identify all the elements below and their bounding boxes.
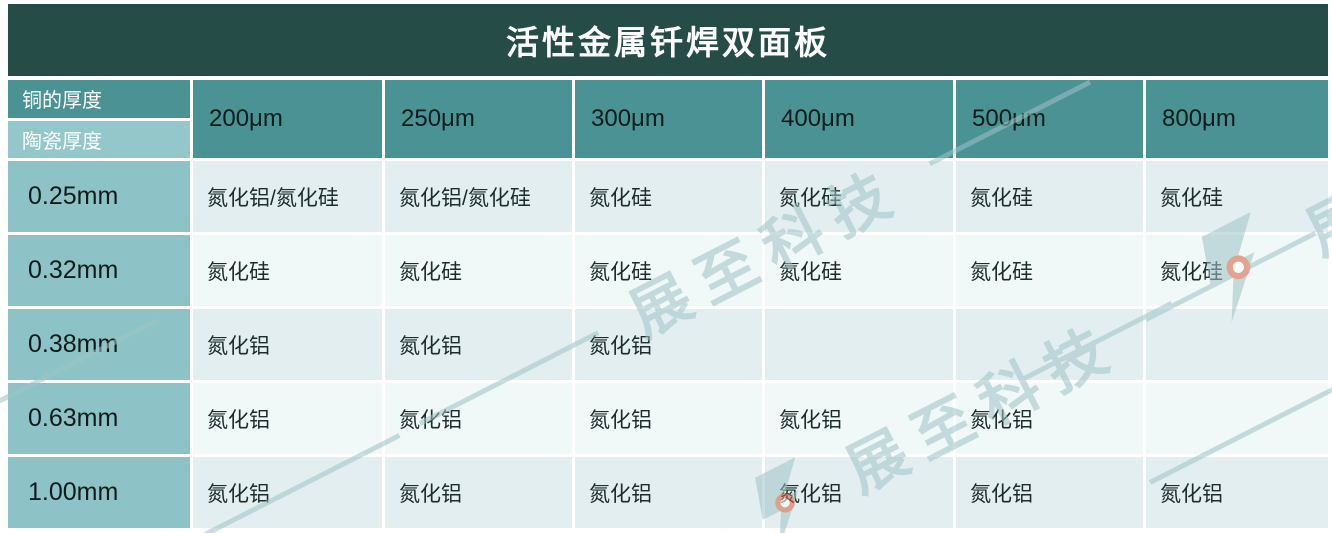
title-bar: 活性金属钎焊双面板	[8, 4, 1328, 76]
corner-header-cell: 铜的厚度 陶瓷厚度	[8, 80, 190, 158]
table-cell: 氮化硅	[765, 161, 953, 232]
table-cell: 氮化铝	[765, 383, 953, 454]
table-cell	[765, 309, 953, 380]
table-cell: 氮化铝	[193, 457, 382, 528]
table-cell: 氮化铝	[385, 309, 572, 380]
table-cell	[1146, 383, 1328, 454]
table-cell: 氮化铝	[193, 383, 382, 454]
row-label: 0.63mm	[8, 383, 190, 454]
table-cell: 氮化铝	[765, 457, 953, 528]
table-cell: 氮化铝	[575, 383, 762, 454]
table-cell: 氮化铝/氮化硅	[193, 161, 382, 232]
table-cell: 氮化硅	[575, 235, 762, 306]
spec-table: 铜的厚度 陶瓷厚度 200μm 250μm 300μm 400μm 500μm 800μm…	[8, 80, 1328, 528]
table-cell: 氮化铝	[575, 457, 762, 528]
table-cell: 氮化硅	[575, 161, 762, 232]
table-cell: 氮化硅	[385, 235, 572, 306]
table-cell: 氮化硅	[956, 235, 1143, 306]
column-header: 300μm	[575, 80, 762, 158]
column-header: 400μm	[765, 80, 953, 158]
row-label: 0.25mm	[8, 161, 190, 232]
row-label: 0.38mm	[8, 309, 190, 380]
table-cell: 氮化铝	[575, 309, 762, 380]
table-cell: 氮化铝/氮化硅	[385, 161, 572, 232]
table-cell: 氮化硅	[765, 235, 953, 306]
table-cell	[956, 309, 1143, 380]
table-cell: 氮化硅	[1146, 161, 1328, 232]
table-cell: 氮化铝	[385, 457, 572, 528]
page-title: 活性金属钎焊双面板	[506, 26, 830, 62]
ceramic-thickness-label: 陶瓷厚度	[8, 120, 190, 158]
table-cell: 氮化铝	[193, 309, 382, 380]
column-header: 800μm	[1146, 80, 1328, 158]
table-cell: 氮化硅	[1146, 235, 1328, 306]
column-header: 250μm	[385, 80, 572, 158]
column-header: 200μm	[193, 80, 382, 158]
table-cell: 氮化铝	[956, 383, 1143, 454]
table-cell: 氮化铝	[956, 457, 1143, 528]
table-cell: 氮化铝	[1146, 457, 1328, 528]
table-cell: 氮化硅	[193, 235, 382, 306]
table-cell: 氮化铝	[385, 383, 572, 454]
row-label: 1.00mm	[8, 457, 190, 528]
table-cell	[1146, 309, 1328, 380]
column-header: 500μm	[956, 80, 1143, 158]
copper-thickness-label: 铜的厚度	[8, 80, 190, 118]
table-cell: 氮化硅	[956, 161, 1143, 232]
row-label: 0.32mm	[8, 235, 190, 306]
